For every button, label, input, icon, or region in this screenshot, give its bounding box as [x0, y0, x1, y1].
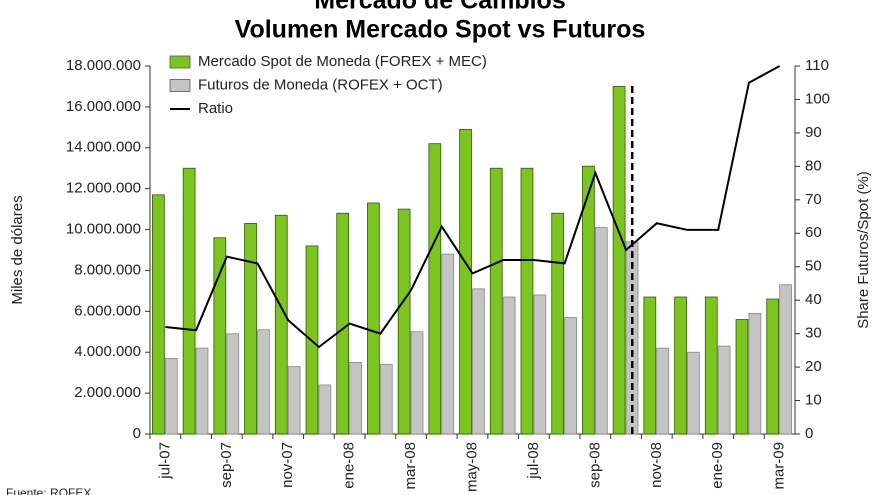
bar: [687, 351, 700, 435]
bar: [489, 167, 503, 435]
y2-tick-label: 90: [805, 124, 822, 141]
bar: [564, 317, 577, 435]
y-tick-label: 16.000.000: [66, 98, 141, 115]
bar: [428, 143, 442, 435]
bar: [674, 296, 687, 435]
y-tick-label: 12.000.000: [66, 180, 141, 197]
legend-label: Ratio: [198, 100, 233, 117]
y-tick-label: 6.000.000: [74, 302, 141, 319]
bar: [367, 202, 380, 435]
bar: [748, 312, 762, 435]
bar: [213, 237, 227, 435]
y2-tick-label: 10: [805, 392, 822, 409]
bar: [164, 357, 178, 435]
y-tick-label: 14.000.000: [66, 139, 141, 156]
bar: [226, 333, 240, 435]
bar: [502, 296, 516, 435]
bar: [533, 294, 547, 435]
bar: [459, 128, 472, 435]
x-tick-label: ene-09: [709, 442, 726, 489]
bar: [274, 214, 288, 435]
bar: [397, 208, 411, 435]
ratio-line: [165, 65, 781, 349]
y2-tick-label: 60: [805, 224, 822, 241]
x-tick-label: sep-08: [586, 442, 603, 488]
legend-swatch: [169, 55, 191, 69]
y2-tick-label: 20: [805, 358, 822, 375]
bar: [551, 212, 565, 435]
bar: [594, 227, 608, 435]
x-tick-label: may-08: [463, 442, 480, 492]
bar: [441, 253, 455, 435]
bar: [656, 347, 670, 435]
y2-tick-label: 110: [805, 57, 829, 74]
legend-label: Futuros de Moneda (ROFEX + OCT): [198, 76, 443, 93]
y-tick-label: 4.000.000: [74, 343, 141, 360]
y2-tick-label: 40: [805, 291, 822, 308]
bar: [336, 212, 350, 435]
bar: [152, 194, 165, 435]
bar: [717, 345, 731, 435]
legend-swatch: [169, 79, 191, 92]
bar: [410, 331, 424, 435]
y-axis-label: Miles de dólares: [9, 195, 26, 304]
bar: [244, 223, 257, 435]
y-tick-label: 18.000.000: [66, 57, 141, 74]
y2-tick-label: 70: [805, 191, 822, 208]
bar: [735, 319, 749, 435]
x-tick-label: mar-08: [402, 442, 419, 490]
y2-tick-label: 30: [805, 325, 822, 342]
chart-title: Mercado de Cambios: [314, 0, 565, 15]
x-tick-label: jul-08: [525, 442, 542, 480]
y2-tick-label: 0: [805, 425, 813, 442]
bar: [704, 296, 718, 435]
y2-tick-label: 50: [805, 258, 822, 275]
bar: [643, 296, 657, 435]
y-tick-label: 8.000.000: [74, 261, 141, 278]
x-tick-label: ene-08: [341, 442, 358, 489]
bar: [582, 165, 595, 435]
bar: [349, 362, 362, 435]
bar: [257, 329, 270, 435]
x-tick-label: mar-09: [771, 442, 788, 490]
y2-axis-label: Share Futuros/Spot (%): [855, 171, 872, 329]
bar: [779, 284, 792, 435]
source: Fuente: ROFEX: [6, 486, 91, 495]
bar: [182, 167, 196, 435]
bar: [472, 288, 485, 435]
bar: [195, 347, 209, 435]
bar: [318, 384, 332, 435]
y-tick-label: 2.000.000: [74, 384, 141, 401]
bar: [520, 167, 534, 435]
chart-subtitle: Volumen Mercado Spot vs Futuros: [235, 16, 646, 44]
y-tick-label: 10.000.000: [66, 221, 141, 238]
x-tick-label: nov-07: [279, 442, 296, 488]
y2-tick-label: 100: [805, 90, 830, 107]
y-tick-label: 0: [133, 425, 141, 442]
bar: [612, 86, 626, 435]
x-tick-label: nov-08: [648, 442, 665, 488]
bar: [287, 366, 301, 435]
y2-tick-label: 80: [805, 157, 822, 174]
legend-label: Mercado Spot de Moneda (FOREX + MEC): [198, 53, 487, 70]
x-tick-label: jul-07: [156, 442, 173, 480]
x-tick-label: sep-07: [218, 442, 235, 488]
bar: [379, 364, 393, 435]
bar: [766, 298, 780, 435]
